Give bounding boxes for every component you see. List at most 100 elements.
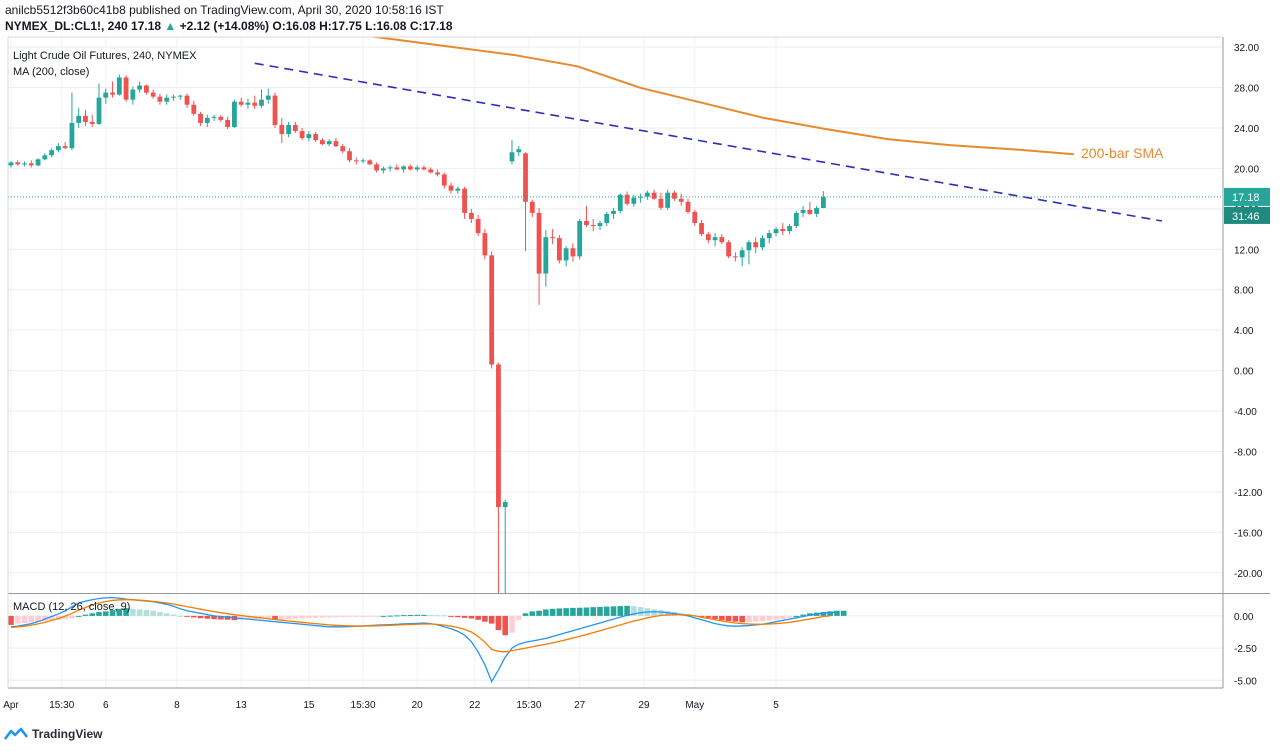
candle-body <box>651 192 657 199</box>
symbol-label: NYMEX_DL:CL1!, 240 <box>5 19 128 33</box>
candle-body <box>509 152 515 162</box>
macd-histogram-bar <box>658 610 664 616</box>
candle-body <box>563 248 569 261</box>
macd-histogram-bar <box>834 610 840 616</box>
candle-body <box>482 233 488 256</box>
macd-histogram-bar <box>218 615 224 620</box>
candle-body <box>462 188 467 213</box>
price-tick-label: -4.00 <box>1234 407 1257 418</box>
candle-body <box>800 209 806 213</box>
candle-body <box>150 92 156 97</box>
macd-histogram-bar <box>8 615 14 625</box>
macd-histogram-bar <box>69 615 75 619</box>
time-tick-label: May <box>685 700 704 711</box>
candle-body <box>672 192 677 199</box>
ohlc-values: O:16.08 H:17.75 L:16.08 C:17.18 <box>272 19 453 33</box>
macd-histogram-bar <box>400 615 407 617</box>
macd-histogram-bar <box>62 615 68 620</box>
candle-body <box>685 201 691 212</box>
candle-body <box>96 97 102 124</box>
candle-body <box>157 96 163 102</box>
candle-body <box>225 119 231 127</box>
tradingview-footer[interactable]: TradingView <box>4 727 102 741</box>
macd-histogram-bar <box>265 615 272 619</box>
macd-tick-label: -5.00 <box>1234 676 1257 687</box>
macd-histogram-bar <box>441 615 448 617</box>
candle-body <box>184 95 190 105</box>
candle-body <box>732 256 738 258</box>
time-tick-label: 5 <box>773 700 779 711</box>
price-pane[interactable] <box>8 37 1223 593</box>
candle-body <box>252 102 258 106</box>
candle-body <box>15 162 21 165</box>
macd-histogram-bar <box>89 613 96 616</box>
macd-histogram-bar <box>617 606 624 616</box>
candle-body <box>89 121 95 124</box>
candle-body <box>414 167 420 170</box>
macd-histogram-bar <box>637 607 644 616</box>
ma-legend[interactable]: MA (200, close) <box>13 66 90 78</box>
candle-body <box>719 237 725 243</box>
candle-body <box>692 211 698 224</box>
tradingview-logo-icon <box>4 727 28 740</box>
macd-tick-label: -2.50 <box>1234 644 1257 655</box>
price-tag: 17.18 <box>1232 192 1260 204</box>
macd-histogram-bar <box>732 615 739 622</box>
macd-histogram-bar <box>48 615 55 621</box>
chart-legend-title[interactable]: Light Crude Oil Futures, 240, NYMEX <box>13 50 197 62</box>
macd-histogram-bar <box>102 611 109 616</box>
macd-histogram-bar <box>285 615 292 620</box>
macd-histogram-bar <box>21 615 28 623</box>
candle-body <box>556 238 562 261</box>
candle-body <box>577 220 583 257</box>
macd-histogram-bar <box>698 615 705 617</box>
macd-histogram-bar <box>312 615 319 618</box>
candle-body <box>448 185 454 191</box>
candle-body <box>144 85 149 93</box>
macd-histogram-bar <box>292 615 299 619</box>
time-tick-label: 27 <box>574 700 586 711</box>
macd-histogram-bar <box>712 615 718 620</box>
macd-histogram-bar <box>245 615 251 620</box>
candle-body <box>814 208 820 214</box>
macd-legend[interactable]: MACD (12, 26, close, 9) <box>13 601 131 613</box>
candle-body <box>103 92 109 98</box>
candle-body <box>631 197 637 204</box>
time-tick-label: Apr <box>3 700 19 711</box>
time-tick-label: 15:30 <box>351 700 376 711</box>
macd-histogram-bar <box>827 611 833 616</box>
macd-histogram-bar <box>82 614 89 616</box>
time-tick-label: 8 <box>174 700 180 711</box>
footer-brand: TradingView <box>32 727 103 741</box>
candle-body <box>164 97 170 102</box>
macd-histogram-bar <box>339 615 346 617</box>
candle-body <box>475 218 481 234</box>
price-tick-label: 12.00 <box>1234 245 1259 256</box>
candle-body <box>28 163 34 166</box>
macd-tick-label: 0.00 <box>1234 612 1254 623</box>
macd-histogram-bar <box>109 610 116 616</box>
candle-body <box>76 115 82 123</box>
macd-histogram-bar <box>150 610 156 616</box>
macd-histogram-bar <box>725 615 732 622</box>
macd-histogram-bar <box>515 615 522 620</box>
macd-histogram-bar <box>576 607 583 616</box>
time-tick-label: 29 <box>638 700 650 711</box>
candle-body <box>306 134 312 139</box>
macd-histogram-bar <box>631 606 637 616</box>
macd-histogram-bar <box>326 615 332 618</box>
candle-body <box>116 77 122 95</box>
candle-body <box>760 238 765 248</box>
candle-body <box>326 141 332 145</box>
macd-histogram-bar <box>170 614 177 616</box>
descending-trendline <box>254 62 1163 222</box>
macd-histogram-bar <box>130 608 136 616</box>
candle-body <box>516 149 522 153</box>
candle-body <box>387 167 393 169</box>
candle-body <box>705 234 711 241</box>
macd-histogram-bar <box>482 615 488 622</box>
macd-histogram-bar <box>14 615 21 624</box>
candle-body <box>292 124 298 132</box>
candle-body <box>753 242 759 248</box>
